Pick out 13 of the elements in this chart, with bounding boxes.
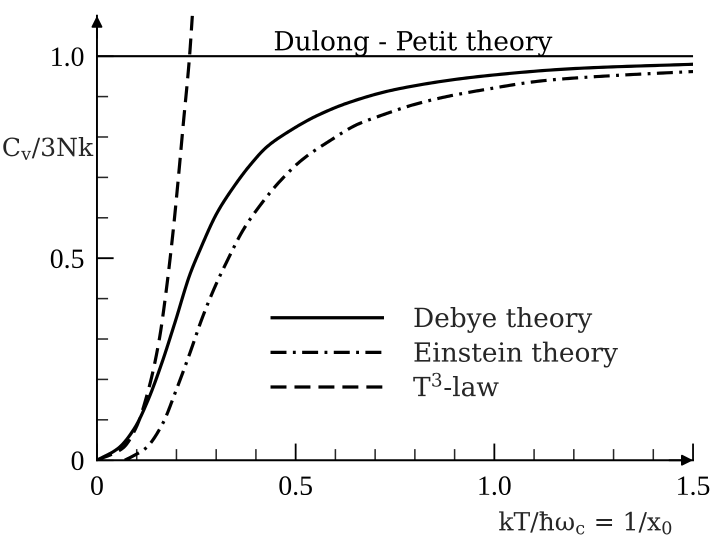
x-tick-label: 0.5 [279, 476, 312, 496]
legend-label: Debye theory [414, 306, 592, 333]
y-tick-label: 0.5 [50, 249, 84, 268]
legend-label: T$^{3}$-law [413, 372, 499, 396]
y-tick-label: 0 [72, 451, 84, 470]
x-tick-label: 1.5 [678, 476, 710, 496]
x-tick-label: 0 [91, 476, 103, 496]
x-tick-label: 1.0 [479, 476, 511, 496]
ref-line-label: Dulong - Petit theory [274, 30, 552, 56]
y-tick-label: 1.0 [52, 47, 84, 66]
x-axis-title: kT/ħω$_{c}$ = 1/x$_{0}$ [499, 511, 672, 534]
y-axis-title: C$_{v}$/3Nk [3, 137, 94, 160]
legend-label: Einstein theory [414, 342, 618, 368]
